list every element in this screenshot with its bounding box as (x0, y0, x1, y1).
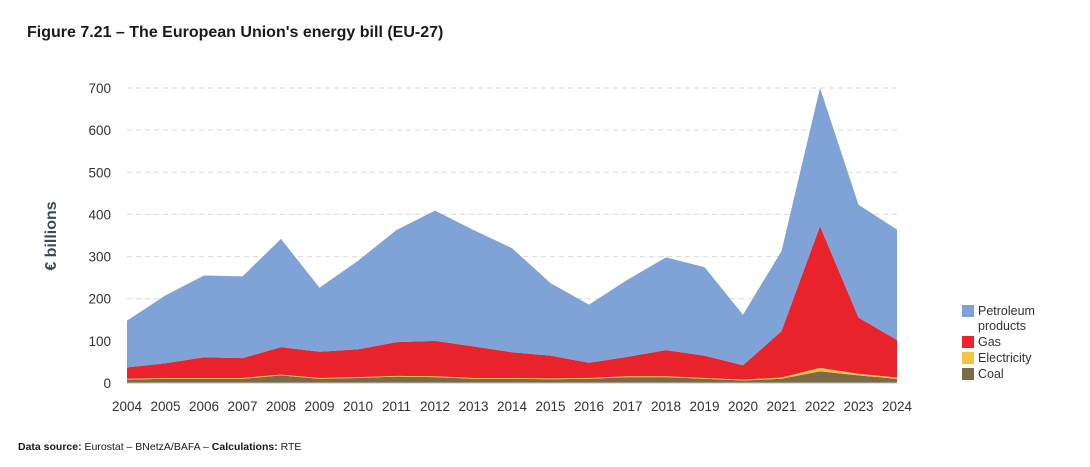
x-tick-label: 2004 (112, 399, 143, 414)
y-axis-label: € billions (43, 201, 60, 270)
legend-label-gas: Gas (978, 335, 1001, 349)
y-tick-label: 500 (88, 165, 111, 180)
y-tick-label: 200 (88, 292, 111, 307)
x-tick-label: 2020 (728, 399, 758, 414)
x-tick-label: 2019 (689, 399, 719, 414)
x-tick-label: 2007 (227, 399, 257, 414)
area-petroleum-products (127, 88, 897, 368)
x-tick-label: 2021 (766, 399, 796, 414)
y-tick-label: 0 (103, 376, 111, 391)
y-tick-label: 700 (88, 81, 111, 96)
calculations-label: Calculations: (211, 441, 278, 453)
x-tick-label: 2008 (266, 399, 296, 414)
legend-label-electricity: Electricity (978, 351, 1032, 365)
x-tick-label: 2006 (189, 399, 219, 414)
legend-swatch-coal (962, 368, 974, 380)
x-tick-label: 2022 (805, 399, 835, 414)
x-axis-ticks: 2004 2005 2006 2007 2008 2009 2010 2011 2012 2013… (112, 399, 913, 414)
area-electricity (127, 367, 897, 381)
calculations-text: RTE (277, 441, 302, 453)
y-tick-label: 100 (88, 334, 111, 349)
x-tick-label: 2009 (304, 399, 334, 414)
x-tick-label: 2015 (535, 399, 565, 414)
legend: Petroleum products Gas Electricity Coal (962, 304, 1035, 381)
x-tick-label: 2017 (612, 399, 642, 414)
x-tick-label: 2005 (150, 399, 180, 414)
y-tick-label: 600 (88, 123, 111, 138)
x-tick-label: 2011 (382, 399, 411, 414)
area-series (127, 88, 897, 384)
x-tick-label: 2016 (574, 399, 604, 414)
x-tick-label: 2018 (651, 399, 681, 414)
source-label: Data source: (18, 441, 82, 453)
legend-label-coal: Coal (978, 367, 1004, 381)
source-text: Eurostat – BNetzA/BAFA – (81, 441, 212, 453)
x-tick-label: 2010 (343, 399, 373, 414)
y-axis-ticks: 0 100 200 300 400 500 600 700 (88, 81, 111, 391)
x-tick-label: 2024 (882, 399, 913, 414)
x-tick-label: 2014 (497, 399, 528, 414)
legend-label-petroleum-products: Petroleum products (978, 304, 1035, 333)
chart-title: Figure 7.21 – The European Union's energ… (27, 24, 444, 41)
x-tick-label: 2023 (843, 399, 873, 414)
y-tick-label: 300 (88, 250, 111, 265)
legend-swatch-petroleum-products (962, 305, 974, 317)
legend-swatch-gas (962, 336, 974, 348)
data-source-note: Data source: Eurostat – BNetzA/BAFA – Ca… (18, 441, 301, 453)
x-tick-label: 2012 (420, 399, 450, 414)
area-gas (127, 226, 897, 380)
y-tick-label: 400 (88, 207, 111, 222)
legend-swatch-electricity (962, 352, 974, 364)
x-tick-label: 2013 (458, 399, 488, 414)
area-coal (127, 371, 897, 383)
